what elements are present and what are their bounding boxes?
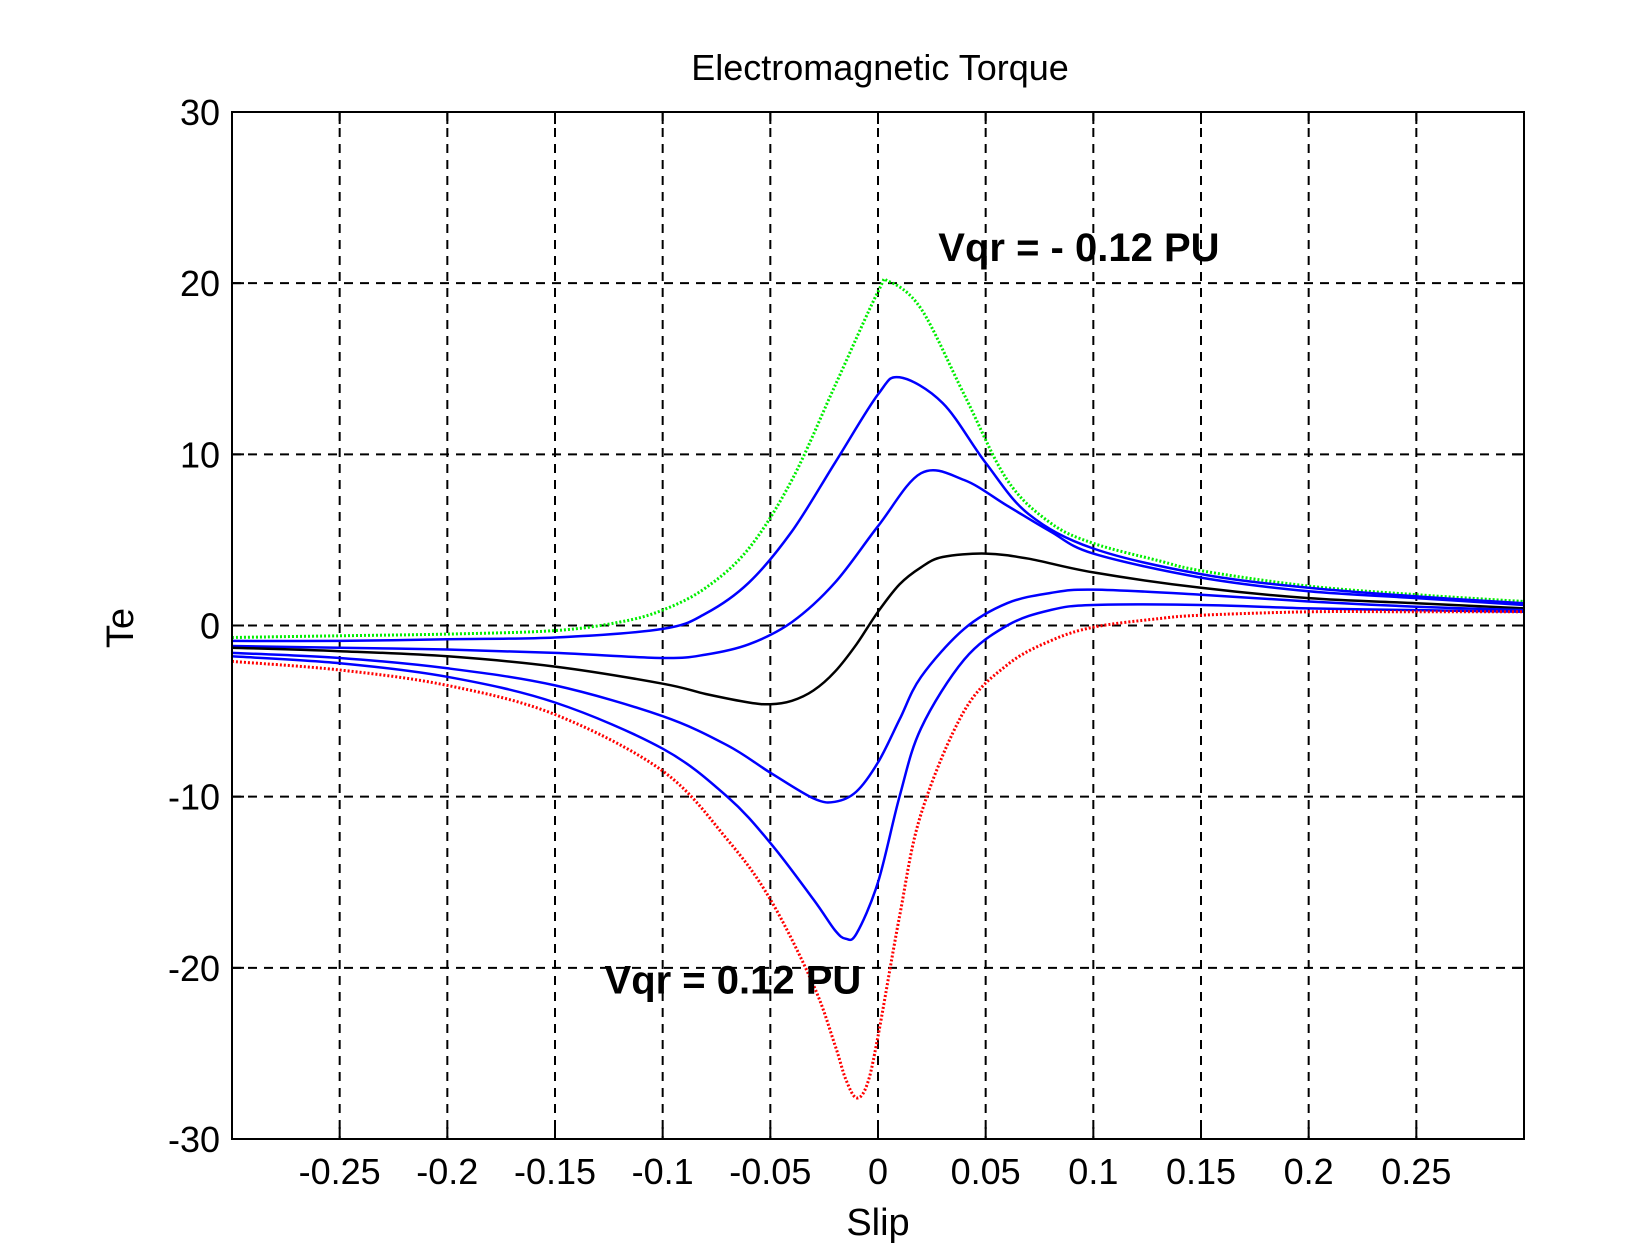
ticks: -0.25 -0.2 -0.15 -0.1 -0.05 0 0.05 0.1 0.15 0.2 0.…: [168, 92, 1524, 1192]
x-tick-label: 0: [868, 1151, 888, 1192]
annotation-1: Vqr = - 0.12 PU: [938, 226, 1219, 270]
y-tick-label: -10: [168, 777, 220, 818]
y-tick-label: -30: [168, 1119, 220, 1160]
x-tick-label: 0.1: [1068, 1151, 1118, 1192]
chart-title: Electromagnetic Torque: [691, 47, 1069, 88]
x-axis-label: Slip: [846, 1202, 909, 1244]
x-tick-label: 0.25: [1381, 1151, 1451, 1192]
x-tick-label: 0.15: [1166, 1151, 1236, 1192]
y-axis-label: Te: [100, 608, 142, 648]
series-group: [231, 277, 1525, 1100]
x-tick-label: -0.1: [632, 1151, 694, 1192]
series-line-1: [231, 277, 1525, 639]
series-line-5: [231, 588, 1525, 804]
y-tick-label: 30: [180, 92, 220, 133]
annotation-2: Vqr = 0.12 PU: [605, 959, 862, 1003]
series-line-3: [231, 469, 1525, 660]
series-line-4: [231, 552, 1525, 706]
y-tick-label: 20: [180, 263, 220, 304]
x-tick-label: -0.25: [299, 1151, 381, 1192]
series-line-7: [231, 610, 1524, 1100]
x-tick-label: -0.05: [729, 1151, 811, 1192]
y-tick-label: 0: [200, 606, 220, 647]
x-tick-label: -0.15: [514, 1151, 596, 1192]
y-tick-label: -20: [168, 948, 220, 989]
grid: [232, 112, 1524, 1139]
x-tick-label: 0.05: [951, 1151, 1021, 1192]
y-tick-label: 10: [180, 434, 220, 475]
annotations: Vqr = - 0.12 PU Vqr = 0.12 PU: [605, 226, 1220, 1003]
series-line-2: [231, 375, 1525, 643]
series-line-6: [231, 603, 1525, 942]
x-tick-label: -0.2: [416, 1151, 478, 1192]
x-tick-label: 0.2: [1284, 1151, 1334, 1192]
